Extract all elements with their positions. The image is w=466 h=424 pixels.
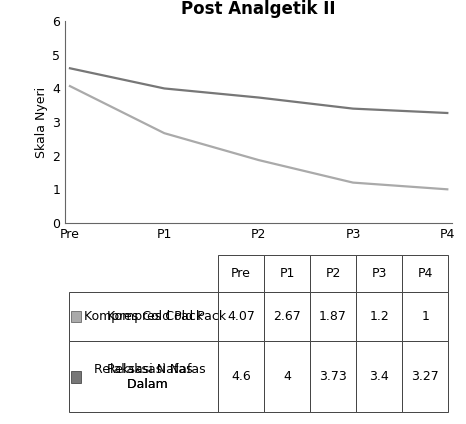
Bar: [356, 341, 402, 412]
Text: Relaksasi Nafas
  Dalam: Relaksasi Nafas Dalam: [94, 363, 193, 391]
Text: P2: P2: [325, 267, 341, 280]
Bar: [310, 341, 356, 412]
Text: Pre: Pre: [231, 267, 251, 280]
Text: 3.27: 3.27: [411, 370, 439, 383]
Text: 1.87: 1.87: [319, 310, 347, 323]
Y-axis label: Skala Nyeri: Skala Nyeri: [35, 86, 48, 158]
Bar: [264, 292, 310, 341]
Bar: [264, 341, 310, 412]
Bar: [402, 255, 448, 292]
Text: 4.07: 4.07: [227, 310, 255, 323]
Text: 3.4: 3.4: [369, 370, 389, 383]
Text: Relaksasi Nafas
     Dalam: Relaksasi Nafas Dalam: [107, 363, 206, 391]
Text: Kompres Cold Pack: Kompres Cold Pack: [84, 310, 203, 323]
Bar: [69, 341, 218, 412]
Text: Kompres Cold Pack: Kompres Cold Pack: [107, 310, 226, 323]
Text: 3.73: 3.73: [319, 370, 347, 383]
Text: P4: P4: [418, 267, 433, 280]
Bar: [310, 255, 356, 292]
Bar: [356, 255, 402, 292]
Bar: [69, 292, 218, 341]
Bar: [218, 292, 264, 341]
Text: P3: P3: [371, 267, 387, 280]
Text: 4: 4: [283, 370, 291, 383]
Bar: [71, 311, 81, 322]
Bar: [356, 292, 402, 341]
Bar: [402, 292, 448, 341]
Text: 4.6: 4.6: [231, 370, 251, 383]
Text: 1: 1: [421, 310, 429, 323]
Text: P1: P1: [280, 267, 295, 280]
Bar: [218, 341, 264, 412]
Title: Post Analgetik II: Post Analgetik II: [181, 0, 336, 18]
Bar: [71, 371, 81, 382]
Bar: [218, 255, 264, 292]
Text: 1.2: 1.2: [369, 310, 389, 323]
Bar: [310, 292, 356, 341]
Bar: [264, 255, 310, 292]
Text: 2.67: 2.67: [273, 310, 301, 323]
Bar: [402, 341, 448, 412]
